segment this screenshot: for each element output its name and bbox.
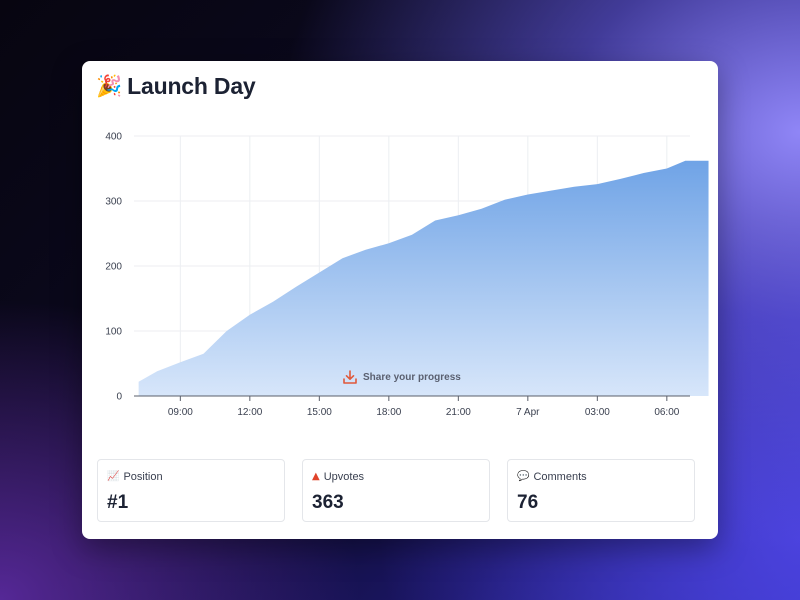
download-icon (343, 370, 357, 384)
stat-header: 📈 Position (107, 471, 163, 483)
y-tick-label: 400 (105, 132, 122, 143)
y-tick-label: 200 (105, 262, 122, 273)
x-tick-label: 12:00 (237, 407, 262, 418)
title-row: 🎉 Launch Day (96, 71, 256, 101)
upvotes-area (138, 160, 709, 396)
x-tick-label: 03:00 (585, 407, 610, 418)
y-tick-label: 300 (105, 197, 122, 208)
stat-label-upvotes: Upvotes (323, 471, 365, 483)
stat-card-upvotes: ▲ Upvotes 363 (302, 459, 490, 522)
share-progress-label: Share your progress (363, 371, 461, 383)
page-title: Launch Day (127, 72, 256, 99)
stat-header: 💬 Comments (517, 471, 587, 483)
upvote-triangle-icon: ▲ (312, 471, 320, 482)
stat-card-comments: 💬 Comments 76 (507, 459, 695, 522)
x-tick-label: 09:00 (168, 407, 193, 418)
x-tick-label: 18:00 (376, 407, 401, 418)
stat-card-position: 📈 Position #1 (97, 459, 285, 522)
stat-label-position: Position (123, 471, 163, 483)
share-progress-button[interactable]: Share your progress (342, 369, 461, 385)
stat-header: ▲ Upvotes (312, 471, 364, 483)
y-tick-label: 0 (116, 392, 122, 403)
upvotes-area-chart: 0 100 200 300 400 09:00 12:00 15:00 18:00 21:00 7 … (105, 132, 709, 418)
stat-value-comments: 76 (517, 492, 539, 513)
chart-icon: 📈 (107, 471, 120, 482)
speech-bubble-icon: 💬 (517, 471, 530, 482)
stat-value-upvotes: 363 (312, 492, 344, 513)
x-tick-label: 7 Apr (516, 407, 540, 418)
party-popper-icon: 🎉 (96, 73, 123, 98)
x-tick-label: 06:00 (654, 407, 679, 418)
launch-day-card: 🎉 Launch Day 0 100 200 300 400 09:00 12:00 15:0… (82, 61, 718, 539)
x-tick-label: 15:00 (307, 407, 332, 418)
x-tick-label: 21:00 (446, 407, 471, 418)
y-tick-label: 100 (105, 327, 122, 338)
stat-value-position: #1 (107, 492, 129, 513)
stat-label-comments: Comments (533, 471, 587, 483)
